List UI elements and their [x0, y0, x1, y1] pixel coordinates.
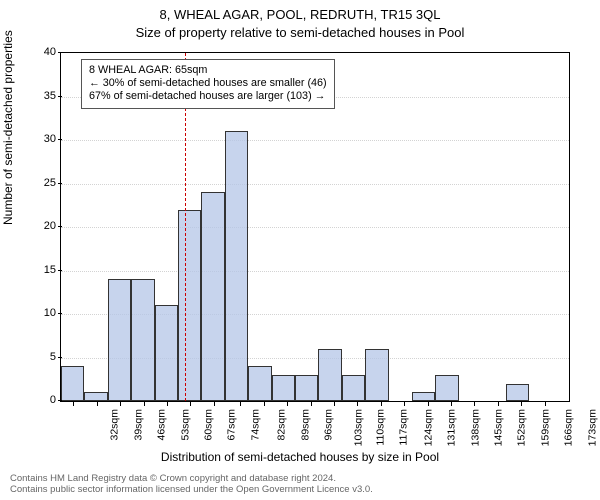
x-tick-mark [334, 402, 335, 406]
histogram-bar [155, 305, 178, 401]
x-tick-label: 32sqm [109, 409, 121, 441]
x-tick-mark [521, 402, 522, 406]
gridline [61, 227, 569, 228]
histogram-bar [272, 375, 295, 401]
histogram-bar [225, 131, 248, 401]
histogram-bar [61, 366, 84, 401]
histogram-bar [84, 392, 107, 401]
x-tick-mark [404, 402, 405, 406]
x-tick-label: 89sqm [299, 409, 311, 441]
x-tick-label: 53sqm [179, 409, 191, 441]
x-tick-label: 96sqm [323, 409, 335, 441]
x-tick-mark [120, 402, 121, 406]
x-tick-mark [73, 402, 74, 406]
x-tick-label: 173sqm [586, 409, 598, 446]
x-tick-mark [240, 402, 241, 406]
x-tick-mark [428, 402, 429, 406]
x-tick-mark [474, 402, 475, 406]
x-tick-label: 82sqm [276, 409, 288, 441]
x-tick-mark [167, 402, 168, 406]
x-tick-label: 166sqm [563, 409, 575, 446]
x-tick-label: 39sqm [132, 409, 144, 441]
histogram-bar [201, 192, 224, 401]
y-tick-label: 25 [30, 177, 56, 189]
x-tick-label: 46sqm [156, 409, 168, 441]
y-tick-label: 30 [30, 133, 56, 145]
y-tick-label: 20 [30, 220, 56, 232]
x-tick-mark [381, 402, 382, 406]
y-tick-label: 35 [30, 90, 56, 102]
x-tick-mark [144, 402, 145, 406]
x-axis-label: Distribution of semi-detached houses by … [0, 450, 600, 464]
x-tick-label: 152sqm [516, 409, 528, 446]
histogram-bar [506, 384, 529, 401]
gridline [61, 271, 569, 272]
histogram-bar [178, 210, 201, 401]
x-tick-label: 124sqm [422, 409, 434, 446]
histogram-bar [365, 349, 388, 401]
x-tick-mark [545, 402, 546, 406]
y-axis-label: Number of semi-detached properties [1, 30, 15, 225]
plot-area: 8 WHEAL AGAR: 65sqm ← 30% of semi-detach… [60, 52, 570, 402]
x-tick-label: 67sqm [226, 409, 238, 441]
x-tick-label: 159sqm [539, 409, 551, 446]
histogram-bar [131, 279, 154, 401]
histogram-bar [248, 366, 271, 401]
gridline [61, 184, 569, 185]
x-tick-mark [311, 402, 312, 406]
x-tick-mark [97, 402, 98, 406]
footer-line2: Contains public sector information licen… [10, 485, 373, 496]
x-tick-mark [498, 402, 499, 406]
histogram-bar [435, 375, 458, 401]
histogram-bar [412, 392, 435, 401]
x-tick-mark [190, 402, 191, 406]
x-tick-label: 74sqm [249, 409, 261, 441]
title-line2: Size of property relative to semi-detach… [0, 24, 600, 42]
y-tick-label: 0 [30, 394, 56, 406]
histogram-bar [342, 375, 365, 401]
y-tick-label: 5 [30, 351, 56, 363]
chart-container: 8, WHEAL AGAR, POOL, REDRUTH, TR15 3QL S… [0, 0, 600, 500]
reference-callout: 8 WHEAL AGAR: 65sqm ← 30% of semi-detach… [81, 59, 335, 109]
title-line1: 8, WHEAL AGAR, POOL, REDRUTH, TR15 3QL [0, 6, 600, 24]
gridline [61, 140, 569, 141]
x-tick-mark [451, 402, 452, 406]
x-tick-label: 145sqm [492, 409, 504, 446]
chart-title: 8, WHEAL AGAR, POOL, REDRUTH, TR15 3QL S… [0, 0, 600, 41]
x-tick-label: 103sqm [352, 409, 364, 446]
histogram-bar [318, 349, 341, 401]
y-tick-label: 15 [30, 264, 56, 276]
x-tick-mark [287, 402, 288, 406]
x-tick-label: 138sqm [469, 409, 481, 446]
y-tick-label: 10 [30, 307, 56, 319]
histogram-bar [295, 375, 318, 401]
x-tick-label: 131sqm [446, 409, 458, 446]
x-tick-label: 60sqm [202, 409, 214, 441]
y-tick-label: 40 [30, 46, 56, 58]
footer-attribution: Contains HM Land Registry data © Crown c… [10, 474, 373, 496]
x-tick-mark [214, 402, 215, 406]
histogram-bar [108, 279, 131, 401]
x-tick-label: 110sqm [375, 409, 387, 446]
x-tick-mark [357, 402, 358, 406]
x-tick-mark [264, 402, 265, 406]
x-tick-label: 117sqm [398, 409, 410, 446]
